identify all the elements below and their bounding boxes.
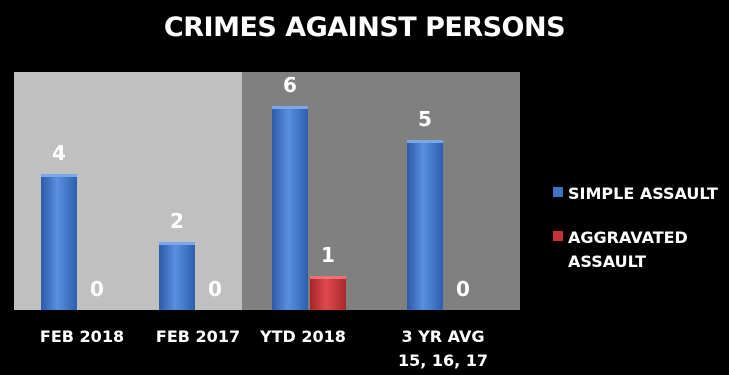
legend-swatch-aggravated-assault [553, 231, 563, 241]
category-label-2: YTD 2018 [259, 327, 346, 346]
legend-label-aggravated-assault: AGGRAVATED ASSAULT [568, 228, 688, 271]
category-label-3-line-0: 3 YR AVG [402, 327, 485, 346]
bar-cap-0-2 [272, 106, 308, 109]
category-label-3-line-1: 15, 16, 17 [398, 351, 488, 370]
value-label-aggravated-3: 0 [456, 277, 470, 301]
bar-simple-0 [41, 174, 77, 310]
bar-aggravated-2 [310, 276, 346, 310]
value-label-aggravated-2: 1 [321, 243, 335, 267]
legend: SIMPLE ASSAULT AGGRAVATED ASSAULT [553, 182, 718, 294]
bar-cap-0-3 [407, 140, 443, 143]
legend-label-simple-assault: SIMPLE ASSAULT [568, 184, 718, 203]
category-label-1: FEB 2017 [156, 327, 240, 346]
value-label-simple-1: 2 [170, 209, 184, 233]
bar-simple-1 [159, 242, 195, 310]
value-label-simple-0: 4 [52, 141, 66, 165]
bar-cap-0-1 [159, 242, 195, 245]
value-label-aggravated-1: 0 [208, 277, 222, 301]
bar-cap-0-0 [41, 174, 77, 177]
bar-simple-3 [407, 140, 443, 310]
legend-item-aggravated-assault: AGGRAVATED ASSAULT [553, 226, 718, 274]
category-label-0: FEB 2018 [40, 327, 124, 346]
bar-simple-2 [272, 106, 308, 310]
legend-swatch-simple-assault [553, 187, 563, 197]
chart-title: CRIMES AGAINST PERSONS [163, 12, 566, 43]
value-label-aggravated-0: 0 [90, 277, 104, 301]
value-label-simple-2: 6 [283, 73, 297, 97]
bar-cap-1-2 [310, 276, 346, 279]
legend-item-simple-assault: SIMPLE ASSAULT [553, 182, 718, 206]
value-label-simple-3: 5 [418, 107, 432, 131]
